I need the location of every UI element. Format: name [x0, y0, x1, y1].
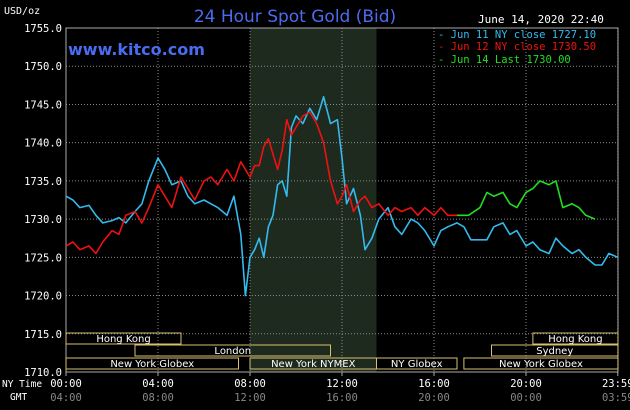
x-tick-label-ny: 12:00 [326, 378, 358, 390]
session-bar [376, 357, 458, 370]
y-tick-label: 1755.0 [24, 23, 62, 35]
x-tick-label-gmt: 03:59 [602, 392, 630, 404]
session-label: Hong Kong [96, 334, 150, 345]
session-label: NY Globex [391, 359, 443, 370]
nymex-highlight-band [250, 28, 377, 372]
y-tick-label: 1740.0 [24, 138, 62, 150]
series-line-jun-12 [65, 111, 457, 255]
session-label: New York Globex [110, 359, 194, 370]
session-bar [532, 332, 619, 345]
legend-item-jun11: - Jun 11 NY close 1727.10 [438, 29, 596, 41]
session-label: London [214, 346, 251, 357]
y-tick-label: 1715.0 [24, 329, 62, 341]
x-tick-label-gmt: 04:00 [50, 392, 82, 404]
session-label: New York NYMEX [271, 359, 356, 370]
legend-item-jun12: - Jun 12 NY close 1730.50 [438, 41, 596, 53]
y-tick-label: 1745.0 [24, 99, 62, 111]
x-tick-label-gmt: 00:00 [510, 392, 542, 404]
session-label: Sydney [536, 346, 573, 357]
x-tick-label-gmt: 12:00 [234, 392, 266, 404]
session-bar [491, 344, 619, 357]
series-line-jun-11 [65, 96, 619, 297]
gmt-row-label: GMT [10, 392, 27, 403]
x-tick-label-gmt: 16:00 [326, 392, 358, 404]
y-tick-label: 1725.0 [24, 252, 62, 264]
series-line-jun-14 [457, 180, 596, 220]
x-tick-label-ny: 00:00 [50, 378, 82, 390]
session-bar [134, 344, 331, 357]
y-tick-label: 1720.0 [24, 291, 62, 303]
x-tick-label-gmt: 20:00 [418, 392, 450, 404]
x-tick-label-ny: 16:00 [418, 378, 450, 390]
session-label: Hong Kong [548, 334, 602, 345]
session-bar [65, 332, 182, 345]
timestamp: June 14, 2020 22:40 [478, 13, 604, 26]
chart-title: 24 Hour Spot Gold (Bid) [194, 7, 396, 27]
session-bar [463, 357, 619, 370]
session-label: New York Globex [499, 359, 583, 370]
ny-time-row-label: NY Time [2, 379, 42, 390]
session-bar [65, 357, 239, 370]
y-tick-label: 1735.0 [24, 176, 62, 188]
x-tick-label-ny: 23:59 [602, 378, 630, 390]
y-tick-label: 1750.0 [24, 61, 62, 73]
y-unit-label: USD/oz [4, 6, 40, 17]
watermark: www.kitco.com [68, 40, 205, 59]
y-tick-label: 1710.0 [24, 367, 62, 379]
x-tick-label-gmt: 08:00 [142, 392, 174, 404]
legend-item-jun14: - Jun 14 Last 1730.00 [438, 54, 571, 66]
x-tick-label-ny: 04:00 [142, 378, 174, 390]
y-tick-label: 1730.0 [24, 214, 62, 226]
x-tick-label-ny: 20:00 [510, 378, 542, 390]
x-tick-label-ny: 08:00 [234, 378, 266, 390]
